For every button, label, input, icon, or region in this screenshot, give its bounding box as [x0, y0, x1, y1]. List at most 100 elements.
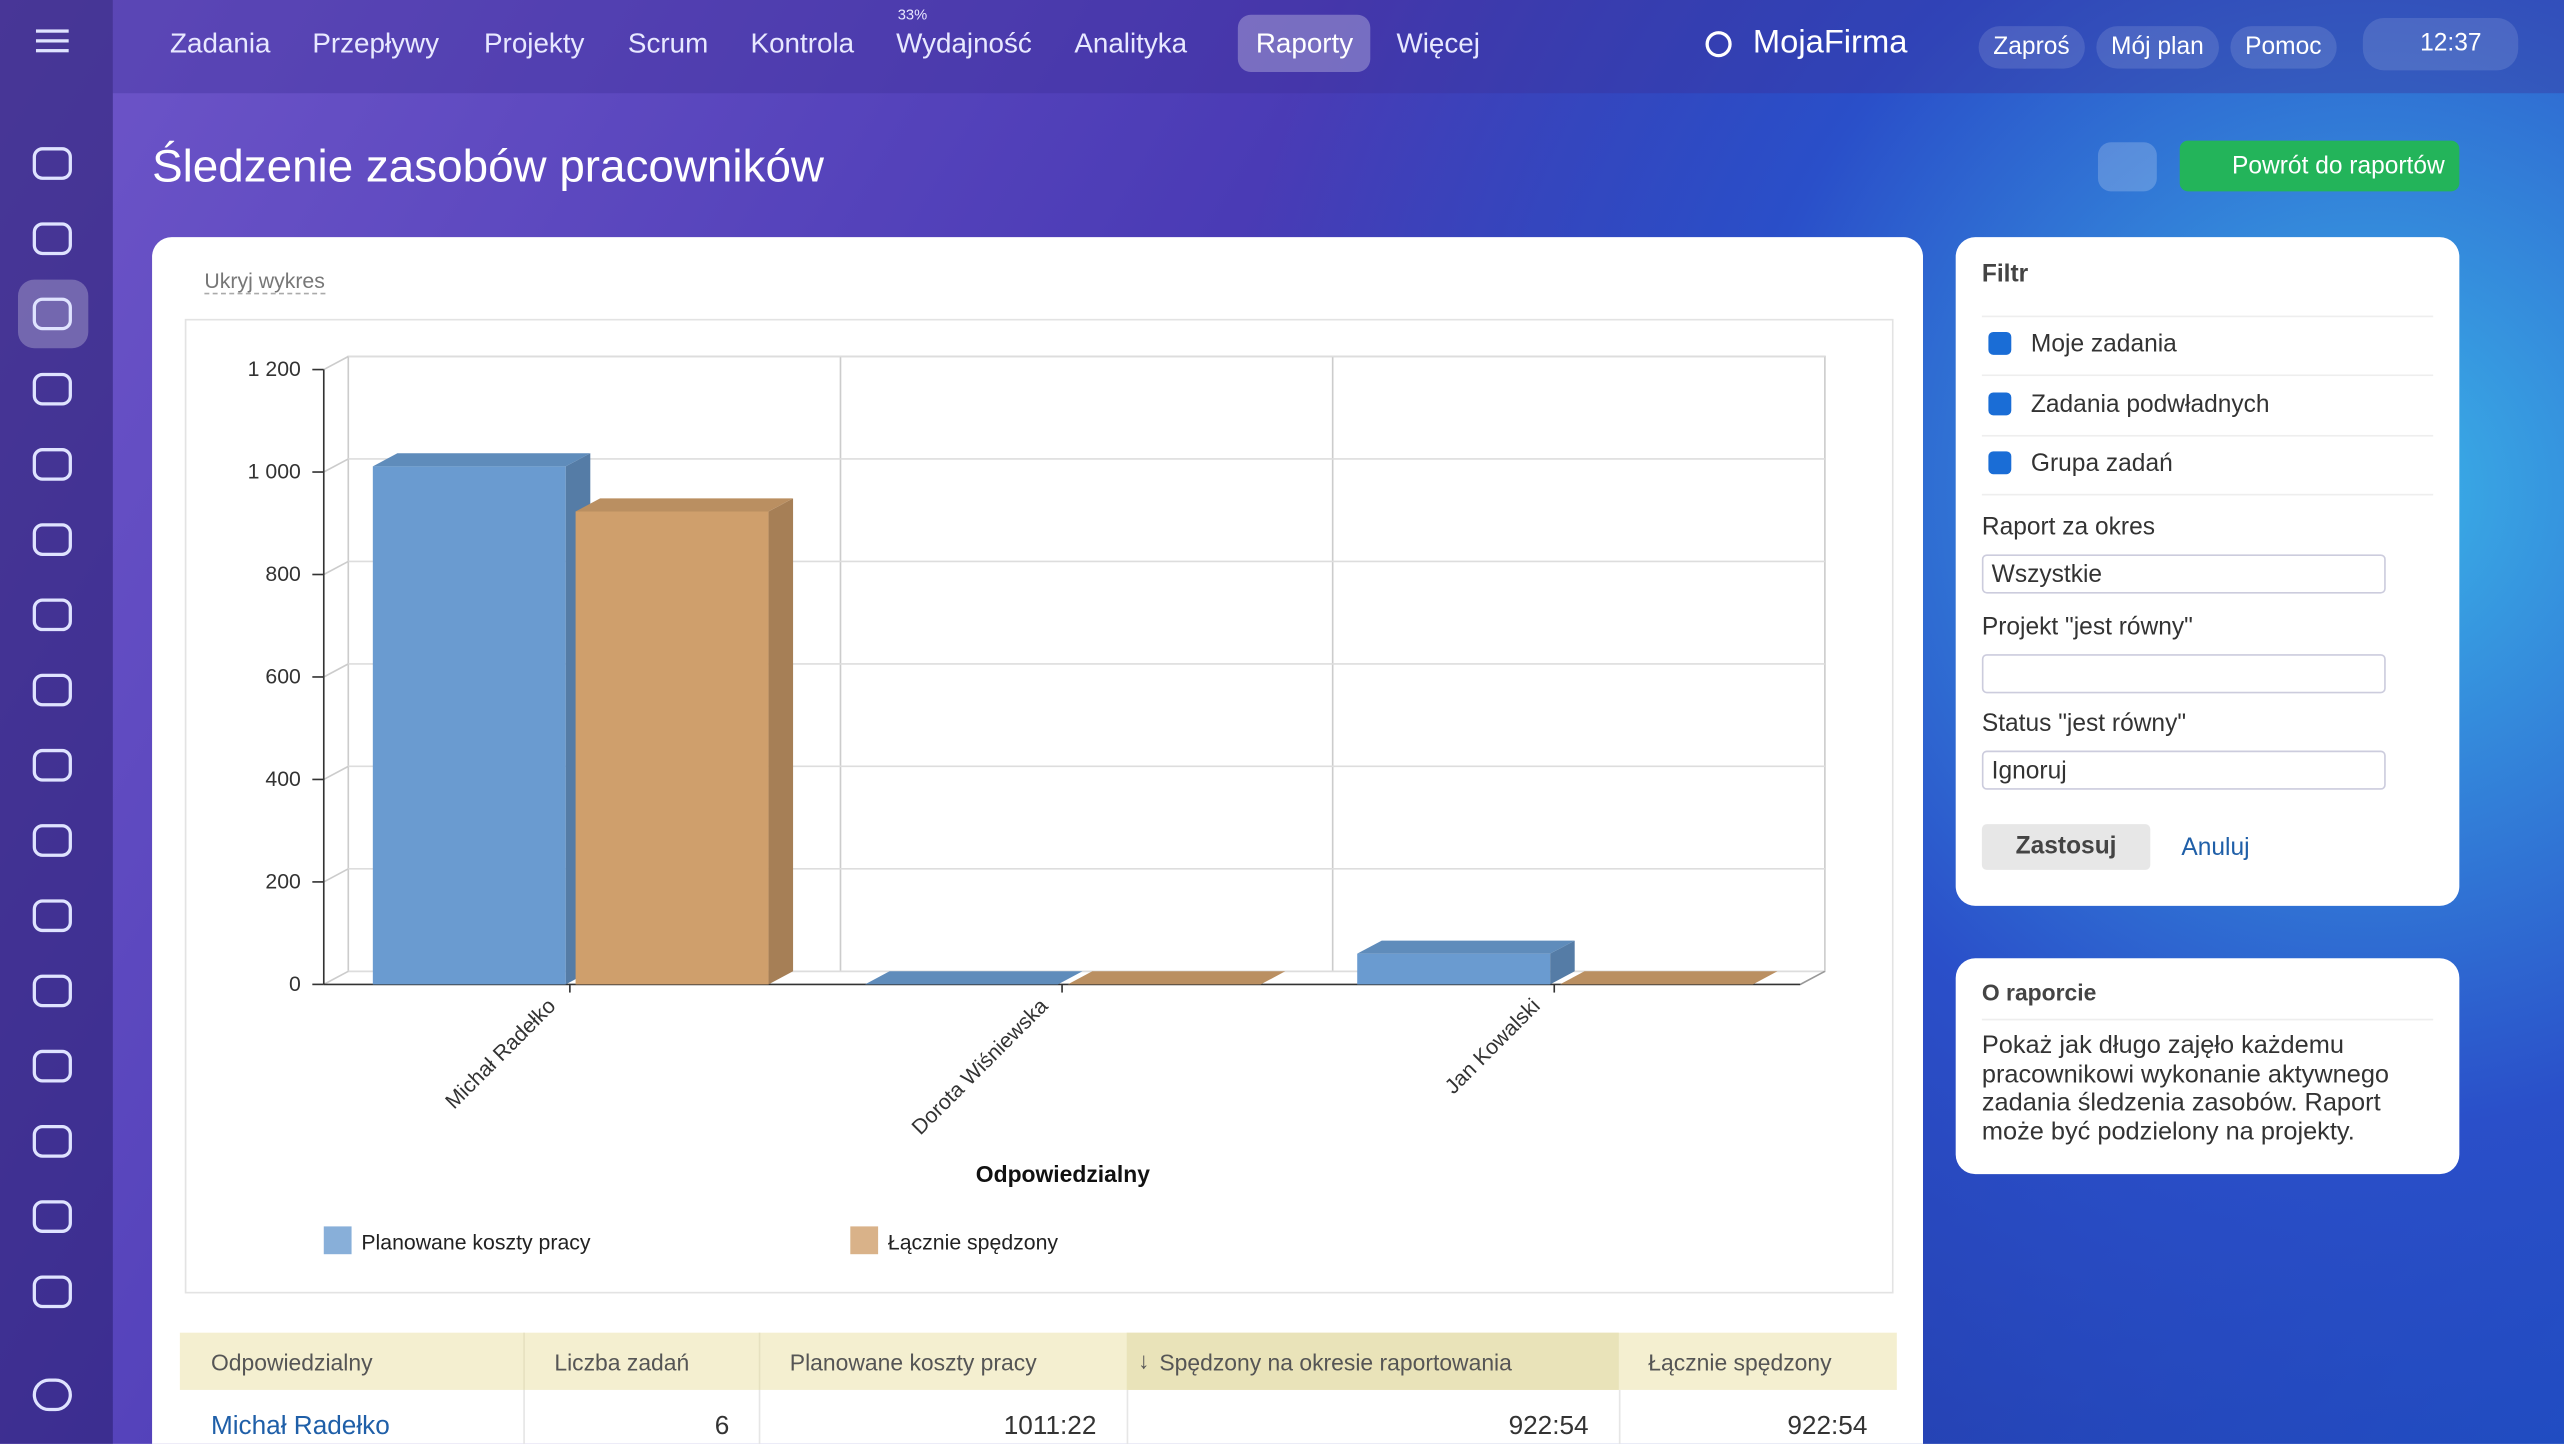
checkbox[interactable] — [1988, 392, 2012, 416]
bar-top — [1357, 940, 1575, 954]
settings-icon[interactable] — [32, 1378, 72, 1412]
bar-front — [1357, 953, 1551, 985]
grid-line — [323, 560, 349, 576]
legend-label: Łącznie spędzony — [888, 1230, 1058, 1254]
x-tick-label: Dorota Wiśniewska — [907, 994, 1053, 1140]
bar — [1559, 971, 1778, 985]
checkbox-label: Zadania podwładnych — [2030, 390, 2270, 419]
back-button[interactable]: Powrót do raportów — [2179, 140, 2460, 192]
cell: 922:54 — [1618, 1389, 1897, 1444]
search-icon[interactable] — [1705, 31, 1732, 58]
chart: 0 200 400 600 800 1 000 1 200 Michał Radełko Dor… — [248, 355, 1826, 1254]
cell: 1011:22 — [758, 1389, 1127, 1444]
divider — [1981, 493, 2434, 496]
y-tick-label: 600 — [265, 665, 300, 689]
status-select[interactable]: Ignoruj — [1981, 750, 2386, 790]
nav-item[interactable]: Przepływy — [312, 27, 440, 59]
nav-icon[interactable] — [32, 297, 72, 331]
settings-button[interactable] — [2097, 142, 2157, 192]
nav-item[interactable]: Wydajność — [896, 27, 1032, 59]
nav-item[interactable]: Analityka — [1074, 27, 1188, 59]
legend-label: Planowane koszty pracy — [361, 1230, 591, 1254]
checkbox[interactable] — [1988, 331, 2012, 355]
nav-icon[interactable] — [32, 222, 72, 256]
period-select[interactable]: Wszystkie — [1981, 554, 2386, 594]
filter-card: Filtr Moje zadania Zadania podwładnych G… — [1955, 237, 2460, 906]
nav-icon[interactable] — [32, 673, 72, 707]
clock[interactable]: 12:37 — [2362, 17, 2519, 71]
cancel-link[interactable]: Anuluj — [2181, 833, 2250, 862]
y-tick-label: 400 — [265, 767, 300, 791]
y-tick-label: 0 — [289, 972, 301, 996]
column-header[interactable]: Planowane koszty pracy — [758, 1332, 1127, 1390]
nav-icon[interactable] — [32, 1125, 72, 1158]
nav-item[interactable]: Raporty — [1255, 27, 1354, 59]
active-item — [17, 279, 89, 349]
table-header: Odpowiedzialny Liczba zadań Planowane ko… — [179, 1332, 1897, 1390]
nav-item[interactable]: Projekty — [484, 27, 585, 59]
nav-icon[interactable] — [32, 147, 72, 180]
nav-icon[interactable] — [32, 748, 72, 782]
grid-line — [323, 868, 349, 883]
x-tick-label: Jan Kowalski — [1440, 994, 1545, 1099]
nav-icon[interactable] — [32, 372, 72, 406]
nav-icon[interactable] — [32, 1200, 72, 1233]
divider — [1981, 374, 2434, 377]
nav-icon[interactable] — [32, 448, 72, 481]
y-tick-label: 1 000 — [248, 460, 301, 484]
invite-button[interactable]: Zaproś — [1978, 26, 2085, 69]
column-header[interactable]: Liczba zadań — [523, 1332, 760, 1390]
nav-icon[interactable] — [32, 1275, 72, 1309]
bar — [865, 971, 1083, 985]
menu-icon[interactable] — [35, 29, 69, 33]
chart-panel: 0 200 400 600 800 1 000 1 200 Michał Radełko Dor… — [184, 318, 1894, 1294]
floor-edge — [1799, 970, 1826, 986]
grid-line — [323, 970, 349, 986]
help-button[interactable]: Pomoc — [2230, 26, 2337, 69]
nav-icon[interactable] — [32, 899, 72, 933]
cell: 922:54 — [1125, 1389, 1619, 1444]
brand: MojaFirma — [1752, 24, 1908, 61]
hide-chart-link[interactable]: Ukryj wykres — [204, 268, 325, 295]
column-title: Spędzony na okresie raportowania — [1159, 1348, 1512, 1375]
bar — [372, 453, 591, 985]
checkbox-label: Moje zadania — [2030, 330, 2177, 359]
active-tab — [1237, 14, 1371, 72]
data-table: Odpowiedzialny Liczba zadań Planowane ko… — [179, 1332, 1897, 1444]
grid-line — [323, 355, 349, 371]
plan-button[interactable]: Mój plan — [2096, 26, 2219, 69]
report-card: Ukryj wykres 0 200 400 600 800 1 000 1 200 Mich… — [152, 237, 1923, 1444]
nav-icon[interactable] — [32, 523, 72, 556]
bar — [575, 498, 794, 985]
column-header[interactable]: Odpowiedzialny — [210, 1348, 373, 1375]
checkbox[interactable] — [1988, 451, 2012, 475]
field-label: Status "jest równy" — [1981, 709, 2187, 738]
y-tick-label: 800 — [265, 562, 300, 586]
sidebar — [0, 0, 113, 1444]
y-tick-label: 200 — [265, 869, 300, 893]
bar-top — [575, 498, 794, 512]
column-header[interactable]: ↓ Spędzony na okresie raportowania — [1126, 1332, 1619, 1390]
project-input[interactable] — [1981, 654, 2386, 694]
field-label: Raport za okres — [1981, 513, 2156, 542]
grid-line — [323, 663, 349, 678]
apply-button[interactable]: Zastosuj — [1981, 824, 2151, 870]
nav-icon[interactable] — [32, 974, 72, 1008]
grid-line — [323, 458, 349, 473]
table-row: Michał Radełko 6 1011:22 922:54 922:54 — [180, 1389, 1897, 1444]
bar-top — [865, 971, 1083, 985]
nav-item[interactable]: Więcej — [1396, 27, 1480, 59]
nav-icon[interactable] — [32, 598, 72, 632]
column-header[interactable]: Łącznie spędzony — [1648, 1348, 1832, 1375]
nav-icon[interactable] — [32, 1049, 72, 1083]
nav-item[interactable]: Kontrola — [750, 27, 855, 59]
nav-item[interactable]: Zadania — [170, 27, 271, 59]
nav-icon[interactable] — [32, 824, 72, 857]
employee-link[interactable]: Michał Radełko — [210, 1412, 390, 1441]
badge: 33% — [897, 6, 928, 23]
nav-item[interactable]: Scrum — [627, 27, 709, 59]
bar — [1067, 971, 1286, 985]
bar-side — [768, 498, 794, 985]
